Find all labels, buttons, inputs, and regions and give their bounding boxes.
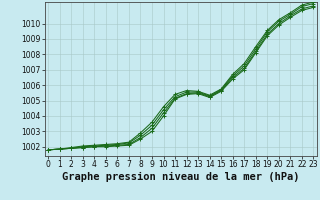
X-axis label: Graphe pression niveau de la mer (hPa): Graphe pression niveau de la mer (hPa) (62, 172, 300, 182)
